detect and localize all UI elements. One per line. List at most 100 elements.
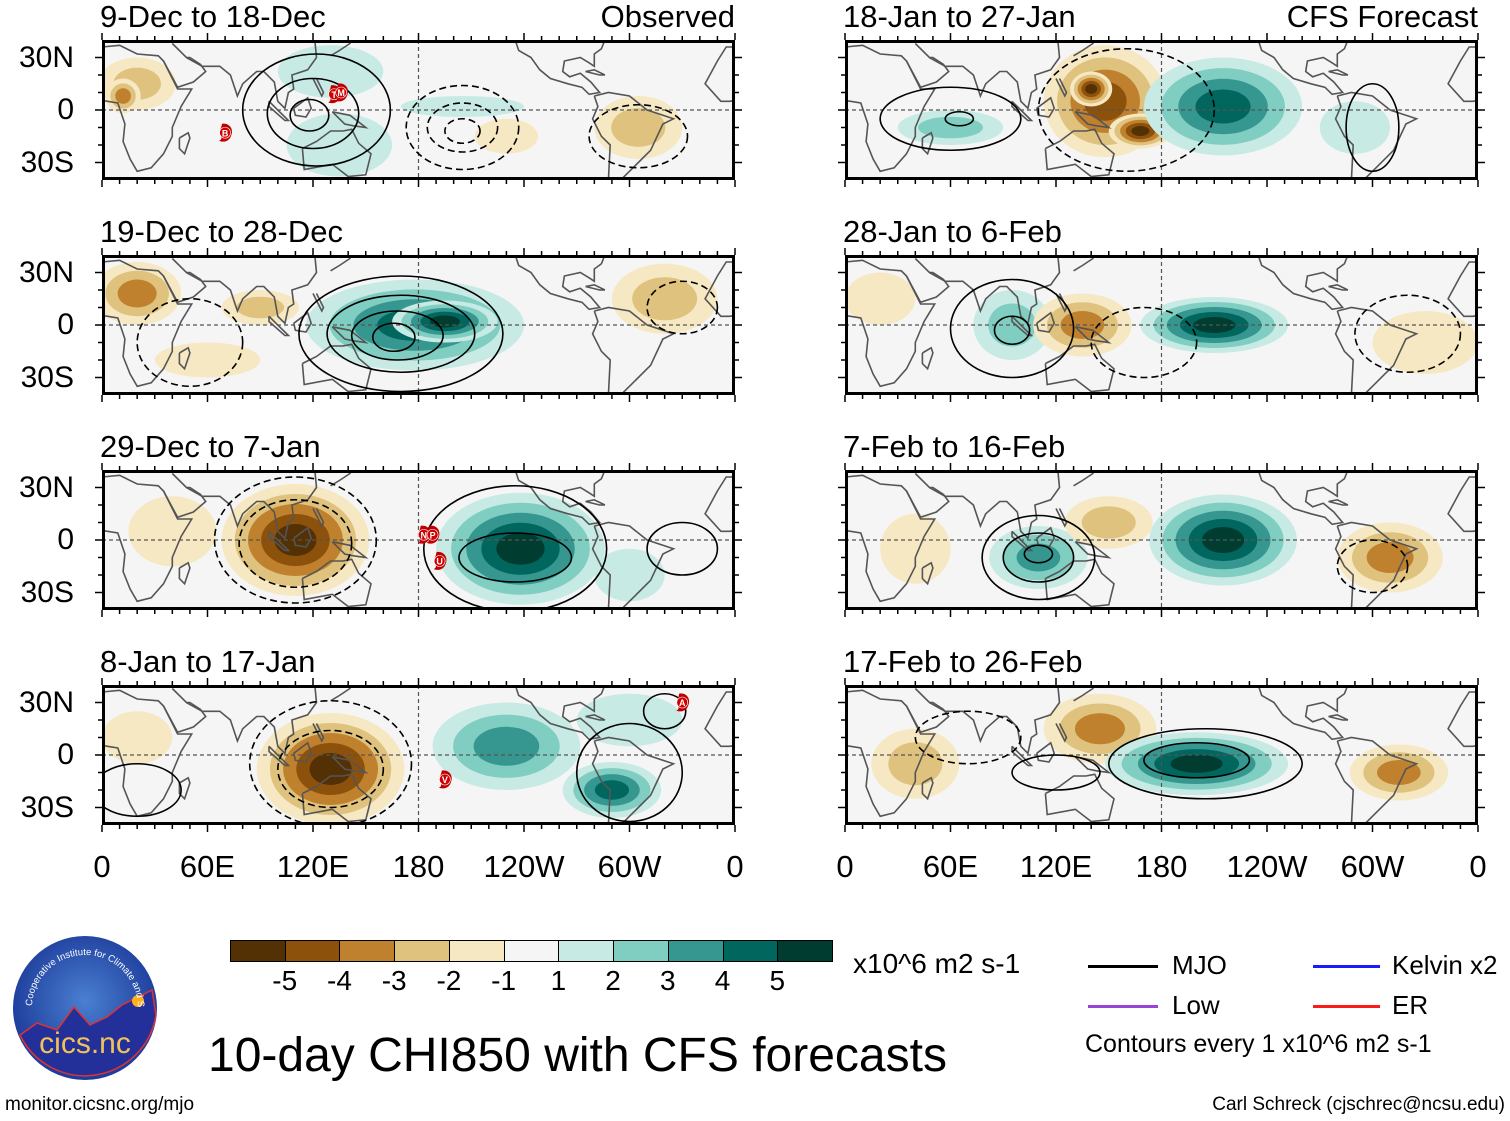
coastline-asia <box>186 40 318 110</box>
colorbar-tick-label: 3 <box>660 965 676 996</box>
cyclone-label: P <box>430 530 436 540</box>
mjo-contour-positive <box>298 275 504 393</box>
map-panel: B T M <box>102 40 735 180</box>
longitude-label: 180 <box>1135 849 1188 884</box>
coastline-cuba <box>585 68 606 76</box>
panel-title: 19-Dec to 28-Dec <box>100 214 343 249</box>
latitude-label: 30N <box>18 255 74 289</box>
anomaly-shading <box>576 693 683 747</box>
mjo-contour-positive <box>575 722 684 823</box>
website-link[interactable]: monitor.cicsnc.org/mjo <box>5 1094 195 1115</box>
coastline-namerica <box>514 255 606 311</box>
anomaly-shading <box>102 711 173 764</box>
anomaly-shading <box>236 296 285 319</box>
mjo-contour-positive <box>1002 532 1075 583</box>
anomaly-shading <box>117 279 157 308</box>
mjo-contour-negative <box>213 476 378 604</box>
map-panel <box>845 685 1478 825</box>
coastline-asia <box>186 255 318 325</box>
coastline-australia <box>301 773 372 823</box>
coastline-sumatra <box>1011 745 1034 767</box>
cyclone-label: N <box>421 530 428 540</box>
mjo-contour-negative <box>1037 47 1216 173</box>
coastline-australia <box>1044 343 1115 393</box>
coastline-sumatra <box>268 530 291 552</box>
mjo-contour-positive <box>423 484 608 610</box>
colorbar-swatch <box>777 940 833 962</box>
coastline-madagascar <box>178 131 191 156</box>
legend-line-low <box>1088 1005 1158 1008</box>
anomaly-shading <box>1319 101 1391 154</box>
mjo-contour-negative <box>444 117 481 145</box>
colorbar-swatch <box>448 940 505 962</box>
coastline-africa <box>102 689 194 818</box>
coastline-africa <box>102 474 194 603</box>
coastline-newguinea <box>331 111 369 129</box>
anomaly-shading <box>1081 506 1136 539</box>
colorbar-swatch <box>558 940 615 962</box>
cyclone-icon-core <box>426 528 439 541</box>
coastline-samerica <box>1334 91 1419 180</box>
coastline-namerica <box>514 685 606 741</box>
legend-label-mjo: MJO <box>1172 950 1227 980</box>
coastline-madagascar <box>921 346 934 371</box>
mjo-contour-positive <box>241 53 392 167</box>
panel-source-label: CFS Forecast <box>1286 0 1478 34</box>
anomaly-shading <box>400 96 524 117</box>
cyclone-icon-core <box>433 555 446 567</box>
latitude-label: 0 <box>57 738 74 771</box>
longitude-label: 120W <box>1226 849 1308 884</box>
anomaly-shading <box>473 726 540 766</box>
coastline-africa <box>845 44 937 173</box>
coastline-borneo <box>1035 526 1056 548</box>
coastline-newguinea <box>331 326 369 344</box>
mjo-contour-positive <box>371 322 416 353</box>
mjo-contour-negative <box>1336 539 1409 594</box>
mjo-contour-positive <box>1143 741 1251 779</box>
colorbar-tick-label: -5 <box>272 965 298 996</box>
longitude-label: 120E <box>1019 849 1093 884</box>
panel-title: 17-Feb to 26-Feb <box>843 644 1083 679</box>
coastline-newguinea <box>1074 541 1112 559</box>
map-content: N P U <box>102 470 735 610</box>
anomaly-shading <box>1085 84 1098 94</box>
coastline-west-africa-wrap <box>704 261 735 318</box>
coastline-samerica <box>591 306 676 395</box>
mjo-contour-positive <box>981 514 1096 601</box>
coastline-australia <box>301 343 372 393</box>
coastline-borneo <box>292 526 313 548</box>
anomaly-shading <box>474 118 539 154</box>
panel-title: 9-Dec to 18-Dec <box>100 0 326 34</box>
mjo-contour-positive <box>289 98 330 132</box>
mjo-contour-negative <box>914 710 1022 765</box>
coastline-cuba <box>1328 713 1349 721</box>
map-content <box>845 255 1478 395</box>
anomaly-shading <box>918 116 983 139</box>
coastline-africa <box>845 689 937 818</box>
coastline-madagascar <box>178 776 191 801</box>
mjo-contour-negative <box>238 498 353 589</box>
cyclone-icon-core <box>439 773 451 786</box>
anomaly-shading <box>888 742 943 786</box>
coastline-philippines <box>312 78 325 98</box>
mjo-contour-positive <box>266 77 360 150</box>
longitude-label: 0 <box>93 849 111 884</box>
panel-title: 8-Jan to 17-Jan <box>100 644 316 679</box>
map-content <box>102 255 735 395</box>
tropical-cyclone-marker: U <box>433 551 447 570</box>
cyclone-label: V <box>442 775 448 785</box>
coastline-west-africa-wrap <box>1447 46 1478 103</box>
mjo-contour-negative <box>136 297 244 388</box>
panel-title: 7-Feb to 16-Feb <box>843 429 1066 464</box>
longitude-label: 180 <box>392 849 445 884</box>
coastline-samerica <box>1334 736 1419 825</box>
anomaly-shading <box>1366 541 1414 574</box>
colorbar-swatch <box>722 940 779 962</box>
colorbar-tick-label: 5 <box>769 965 786 996</box>
coastline-borneo <box>1035 741 1056 763</box>
mjo-contour-negative <box>405 84 520 171</box>
anomaly-shading <box>277 45 384 98</box>
mjo-contour-positive <box>1023 544 1054 564</box>
map-panel <box>845 255 1478 395</box>
coastline-madagascar <box>178 561 191 586</box>
